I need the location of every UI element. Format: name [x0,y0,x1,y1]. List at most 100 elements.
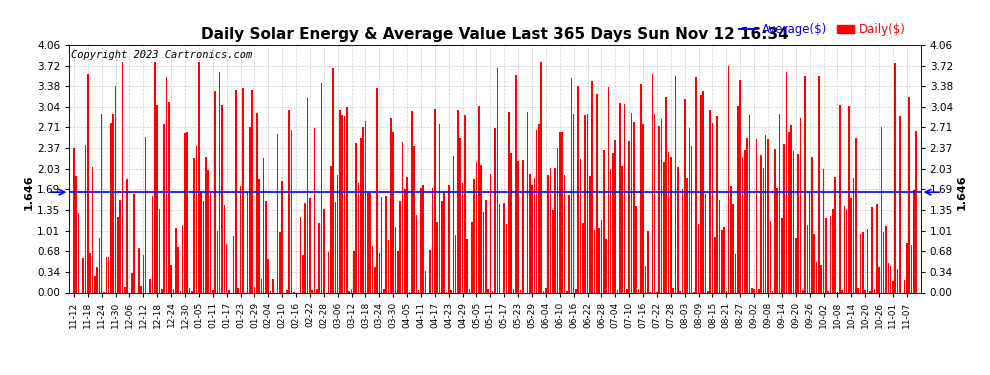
Bar [103,291,105,292]
Bar [497,68,498,292]
Bar [138,248,140,292]
Bar [811,157,813,292]
Bar [566,291,567,292]
Bar [362,127,364,292]
Bar [333,69,334,292]
Bar [189,288,190,292]
Bar [894,63,896,292]
Bar [226,244,228,292]
Bar [307,98,309,292]
Bar [444,192,445,292]
Bar [404,189,406,292]
Bar [145,137,147,292]
Bar [539,124,540,292]
Bar [279,232,280,292]
Bar [726,291,728,292]
Bar [115,86,117,292]
Bar [260,279,262,292]
Bar [658,126,660,292]
Bar [425,272,427,292]
Bar [416,214,417,292]
Bar [452,156,454,292]
Bar [198,63,200,292]
Bar [839,105,841,292]
Bar [832,209,834,292]
Bar [149,279,151,292]
Bar [751,288,752,292]
Bar [672,288,674,292]
Bar [601,220,602,292]
Bar [447,184,449,292]
Bar [207,170,209,292]
Bar [253,287,255,292]
Bar [240,186,242,292]
Bar [267,258,269,292]
Bar [818,76,820,292]
Bar [348,291,350,292]
Bar [547,175,549,292]
Bar [87,74,89,292]
Bar [397,251,399,292]
Bar [573,114,574,292]
Bar [468,289,470,292]
Bar [582,223,584,292]
Bar [695,77,697,292]
Bar [802,290,804,292]
Bar [143,255,145,292]
Bar [418,290,420,292]
Bar [883,232,884,292]
Bar [786,72,787,292]
Bar [214,91,216,292]
Bar [269,291,271,292]
Bar [466,239,468,292]
Bar [717,116,718,292]
Bar [670,157,671,292]
Bar [724,227,725,292]
Bar [532,185,533,292]
Bar [177,246,179,292]
Bar [795,238,797,292]
Bar [707,291,709,292]
Bar [866,229,868,292]
Bar [374,267,375,292]
Bar [561,132,563,292]
Bar [364,120,366,292]
Bar [781,218,783,292]
Bar [342,115,344,292]
Bar [511,153,512,292]
Bar [134,194,135,292]
Text: 1.646: 1.646 [956,174,966,210]
Bar [908,98,910,292]
Bar [217,231,218,292]
Bar [869,291,870,292]
Bar [740,81,742,292]
Bar [913,190,915,292]
Bar [233,236,235,292]
Bar [890,266,891,292]
Bar [698,224,699,292]
Bar [788,132,790,292]
Bar [821,266,822,292]
Bar [651,74,653,292]
Bar [305,202,306,292]
Bar [797,154,799,292]
Bar [242,88,244,292]
Bar [480,165,482,292]
Bar [636,206,637,292]
Bar [413,146,415,292]
Bar [367,193,368,292]
Bar [420,188,422,292]
Bar [344,116,346,292]
Bar [767,139,769,292]
Bar [454,235,456,292]
Bar [904,280,905,292]
Bar [457,110,458,292]
Bar [369,193,371,292]
Bar [755,139,757,292]
Bar [251,90,252,292]
Bar [316,290,318,292]
Bar [554,168,556,292]
Bar [638,290,640,292]
Bar [605,238,607,292]
Bar [615,140,616,292]
